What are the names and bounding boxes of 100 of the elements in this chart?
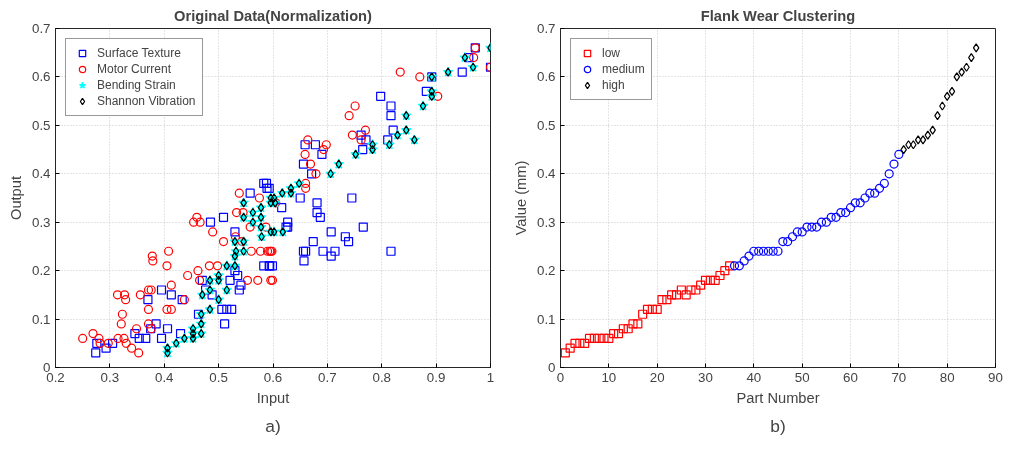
y-tick-label: 0.4 xyxy=(536,166,557,182)
x-tick-label: 40 xyxy=(746,369,762,385)
point xyxy=(749,246,759,256)
point xyxy=(860,193,870,203)
point xyxy=(763,246,773,256)
y-tick-label: 0.6 xyxy=(536,69,556,85)
point xyxy=(894,149,904,160)
point xyxy=(845,203,856,213)
point xyxy=(812,222,822,232)
point xyxy=(841,207,851,218)
point xyxy=(758,246,769,256)
point xyxy=(939,101,946,111)
legend-label: medium xyxy=(602,61,645,77)
y-tick-label: 0.5 xyxy=(31,117,51,133)
point xyxy=(691,285,701,295)
x-tick-label: 80 xyxy=(939,369,955,385)
x-tick-label: 0.5 xyxy=(209,369,228,385)
point xyxy=(662,295,672,305)
legend-label: low xyxy=(602,45,621,61)
point xyxy=(642,304,653,314)
x-tick-label: 10 xyxy=(601,369,617,385)
point xyxy=(613,329,624,339)
x-tick-label: 90 xyxy=(988,369,1003,385)
x-axis-title: Part Number xyxy=(736,389,820,406)
y-tick-label: 0.5 xyxy=(536,117,556,133)
x-tick-label: 0.7 xyxy=(318,369,337,385)
point xyxy=(710,275,720,285)
point xyxy=(734,261,744,271)
point xyxy=(575,338,585,348)
point xyxy=(589,333,599,344)
chart-title: Original Data(Normalization) xyxy=(174,7,373,24)
x-tick-label: 50 xyxy=(794,369,810,385)
point xyxy=(778,236,788,247)
point xyxy=(580,338,590,348)
point xyxy=(715,270,725,281)
point xyxy=(934,111,941,121)
y-tick-label: 0.2 xyxy=(536,263,556,279)
y-tick-label: 0.3 xyxy=(31,214,51,230)
legend-label: Surface Texture xyxy=(97,45,181,61)
point xyxy=(594,333,604,344)
point xyxy=(884,169,894,179)
x-tick-label: 20 xyxy=(649,369,665,385)
point xyxy=(618,324,628,334)
text: a) xyxy=(265,415,281,436)
x-tick-label: 30 xyxy=(698,369,713,385)
point xyxy=(953,72,961,82)
y-tick-label: 0.7 xyxy=(536,21,556,36)
x-tick-label: 0.9 xyxy=(426,369,446,385)
legend-label: Bending Strain xyxy=(97,77,176,93)
x-tick-label: 70 xyxy=(891,369,907,385)
point xyxy=(850,198,860,208)
point xyxy=(599,333,609,344)
point xyxy=(754,246,764,256)
point xyxy=(870,188,880,198)
point xyxy=(792,227,802,237)
point xyxy=(667,290,677,300)
point xyxy=(565,343,575,353)
point xyxy=(948,86,956,97)
point xyxy=(628,319,638,329)
chart-title: Flank Wear Clustering xyxy=(700,7,856,24)
y-axis-title: Output xyxy=(7,176,24,220)
y-axis-title: Value (mm) xyxy=(512,160,529,236)
legend-label: Shannon Vibration xyxy=(97,93,196,109)
point xyxy=(560,348,570,358)
point xyxy=(958,67,965,77)
point xyxy=(914,135,922,145)
point xyxy=(943,91,951,101)
y-tick-label: 0.1 xyxy=(31,311,51,327)
point xyxy=(836,207,846,218)
point xyxy=(787,232,798,242)
point xyxy=(696,280,706,290)
point xyxy=(773,246,783,256)
point xyxy=(865,188,875,198)
y-tick-label: 0.4 xyxy=(31,166,52,182)
x-tick-label: 1 xyxy=(486,369,495,385)
point xyxy=(821,217,831,227)
legend-label: high xyxy=(602,77,625,93)
point xyxy=(676,285,686,295)
y-tick-label: 0.7 xyxy=(31,21,51,36)
point xyxy=(700,275,711,285)
y-tick-label: 0.6 xyxy=(31,69,51,85)
point xyxy=(705,275,715,285)
x-tick-label: 0.6 xyxy=(263,369,283,385)
point xyxy=(929,125,936,135)
y-tick-label: 0.1 xyxy=(536,311,556,327)
point xyxy=(816,217,827,227)
point xyxy=(604,333,614,344)
point xyxy=(783,236,793,247)
point xyxy=(831,212,841,222)
legend-label: Motor Current xyxy=(97,61,172,77)
point xyxy=(570,338,580,348)
x-tick-label: 0.8 xyxy=(372,369,392,385)
point xyxy=(797,227,807,237)
x-tick-label: 0.3 xyxy=(100,369,120,385)
point xyxy=(855,198,865,208)
point xyxy=(802,222,812,232)
point xyxy=(905,140,912,150)
point xyxy=(720,266,730,276)
text: b) xyxy=(770,415,786,436)
point xyxy=(725,261,735,271)
